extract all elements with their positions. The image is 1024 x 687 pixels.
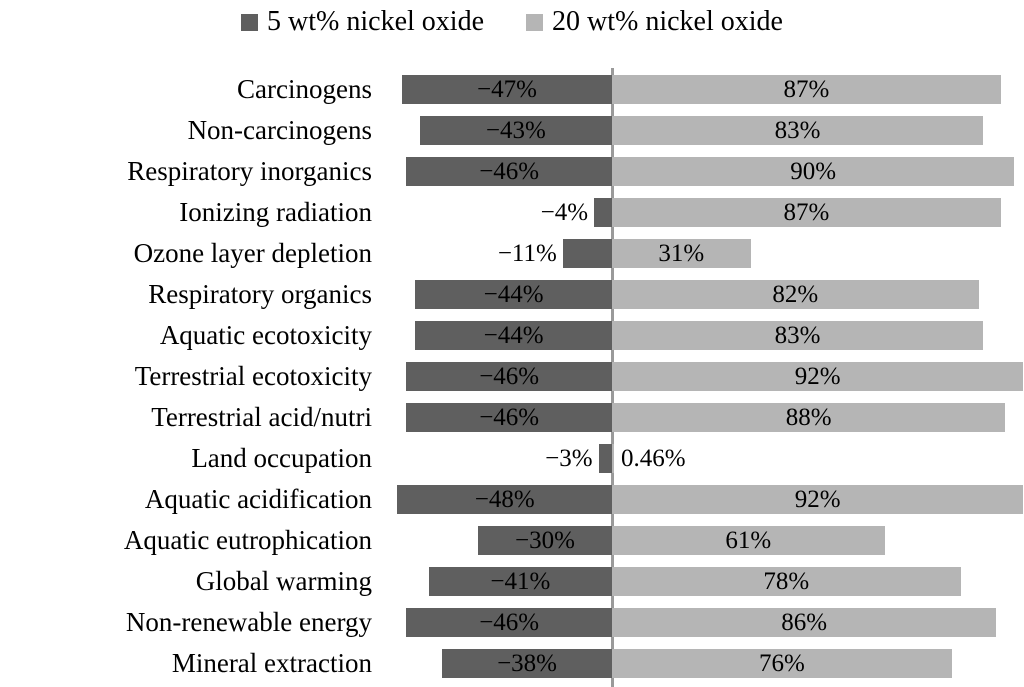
category-label: Aquatic eutrophication [123, 525, 372, 555]
bar-20wt-positive [612, 75, 1001, 104]
bar-20wt-positive [612, 403, 1006, 432]
value-label-5wt: −46% [479, 158, 540, 185]
category-label: Non-carcinogens [187, 115, 372, 145]
bar-5wt-negative [415, 321, 612, 350]
value-label-20wt: 86% [781, 609, 828, 636]
legend-label-20wt: 20 wt% nickel oxide [552, 6, 783, 37]
bar-20wt-positive [612, 280, 979, 309]
bar-20wt-positive [612, 485, 1024, 514]
bar-5wt-negative [594, 198, 612, 227]
value-label-20wt: 92% [794, 363, 841, 390]
bar-5wt-negative [442, 649, 612, 678]
value-label-20wt: 31% [658, 240, 705, 267]
category-label: Ionizing radiation [179, 197, 372, 227]
value-label-20wt: 83% [774, 322, 821, 349]
category-label: Ozone layer depletion [133, 238, 372, 268]
value-label-20wt: 83% [774, 117, 821, 144]
bar-5wt-negative [397, 485, 612, 514]
bar-5wt-negative [401, 75, 612, 104]
bar-20wt-positive [612, 157, 1015, 186]
value-label-5wt: −3% [545, 445, 593, 472]
bar-20wt-positive [612, 526, 885, 555]
category-label: Respiratory inorganics [127, 156, 372, 186]
category-label: Terrestrial ecotoxicity [134, 361, 372, 391]
value-label-20wt: 88% [785, 404, 832, 431]
chart-legend: 5 wt% nickel oxide 20 wt% nickel oxide [0, 2, 1024, 42]
category-label: Carcinogens [237, 74, 372, 104]
bar-5wt-negative [562, 239, 612, 268]
value-label-5wt: −46% [479, 363, 540, 390]
value-label-5wt: −47% [476, 76, 537, 103]
value-label-20wt: 76% [758, 650, 805, 677]
bar-5wt-negative [419, 116, 612, 145]
category-label: Non-renewable energy [125, 607, 372, 637]
value-label-5wt: −43% [485, 117, 546, 144]
value-label-5wt: −44% [483, 322, 544, 349]
bar-5wt-negative [477, 526, 612, 555]
value-label-5wt: −41% [490, 568, 551, 595]
value-label-20wt: 87% [783, 76, 830, 103]
bar-20wt-positive [612, 649, 952, 678]
value-label-20wt: 90% [790, 158, 837, 185]
value-label-20wt: 61% [725, 527, 772, 554]
value-label-20wt: 87% [783, 199, 830, 226]
bar-5wt-negative [415, 280, 612, 309]
value-label-20wt: 0.46% [621, 445, 686, 472]
category-label: Terrestrial acid/nutri [151, 402, 372, 432]
bar-5wt-negative [406, 403, 612, 432]
bar-20wt-positive [612, 567, 961, 596]
bar-5wt-negative [428, 567, 612, 596]
value-label-5wt: −46% [479, 404, 540, 431]
bar-20wt-positive [612, 362, 1024, 391]
category-label: Mineral extraction [171, 648, 372, 678]
bar-20wt-positive [612, 239, 751, 268]
bar-5wt-negative [406, 608, 612, 637]
value-label-5wt: −4% [540, 199, 589, 226]
value-label-20wt: 92% [794, 486, 841, 513]
bar-20wt-positive [612, 608, 997, 637]
category-label: Respiratory organics [148, 279, 372, 309]
bar-20wt-positive [612, 116, 983, 145]
value-label-5wt: −11% [497, 240, 557, 267]
category-label: Aquatic acidification [144, 484, 372, 514]
value-label-20wt: 78% [763, 568, 810, 595]
legend-item-5wt: 5 wt% nickel oxide [241, 8, 484, 36]
value-label-5wt: −48% [474, 486, 535, 513]
category-label: Aquatic ecotoxicity [159, 320, 372, 350]
legend-swatch-20wt-icon [526, 13, 543, 31]
category-label: Global warming [195, 566, 372, 596]
legend-swatch-5wt-icon [241, 13, 259, 31]
bar-5wt-negative [406, 362, 612, 391]
value-label-5wt: −38% [497, 650, 558, 677]
value-label-5wt: −46% [479, 609, 540, 636]
legend-item-20wt: 20 wt% nickel oxide [526, 8, 783, 36]
legend-label-5wt: 5 wt% nickel oxide [267, 6, 484, 37]
bar-20wt-positive [612, 198, 1001, 227]
bar-5wt-negative [598, 444, 612, 473]
value-label-5wt: −44% [483, 281, 544, 308]
value-label-5wt: −30% [514, 527, 575, 554]
bar-20wt-positive [612, 321, 983, 350]
bar-5wt-negative [406, 157, 612, 186]
value-label-20wt: 82% [772, 281, 819, 308]
bar-20wt-positive [612, 444, 615, 473]
category-label: Land occupation [191, 443, 372, 473]
